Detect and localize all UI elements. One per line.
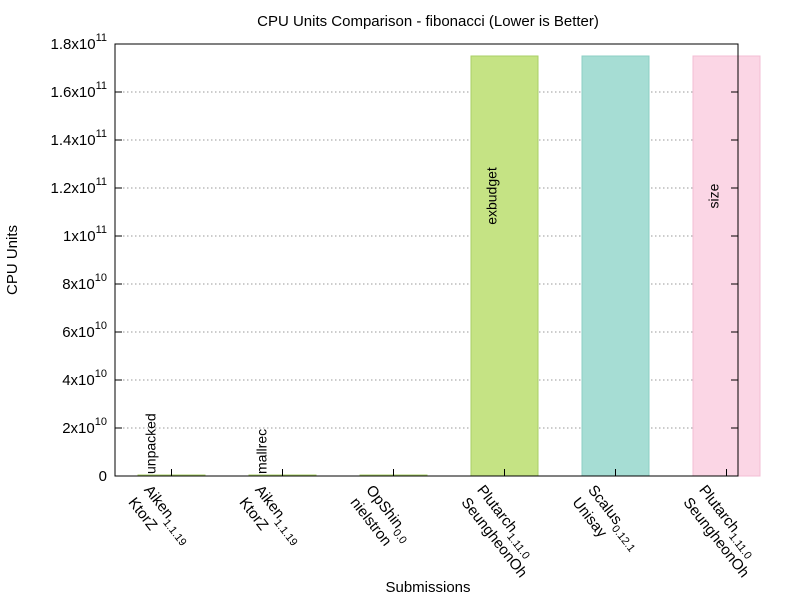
bar [581, 55, 650, 477]
y-tick-label: 4x1010 [62, 368, 107, 389]
bar-label: mallrec [254, 429, 270, 474]
y-axis-label: CPU Units [4, 225, 21, 295]
bar [692, 55, 761, 477]
y-tick-label: 6x1010 [62, 320, 107, 341]
y-tick-label: 2x1010 [62, 416, 107, 437]
bar-label: size [706, 183, 722, 208]
plot-frame [114, 43, 739, 477]
y-tick-label: 0 [99, 468, 107, 485]
y-tick-label: 1.6x1011 [51, 80, 107, 101]
y-axis-ticks: 0 2x1010 4x1010 6x1010 8x1010 1x1011 1.2x1011 1… [51, 32, 738, 485]
x-axis-label: Submissions [385, 579, 470, 596]
y-tick-label: 1.4x1011 [51, 128, 107, 149]
y-tick-label: 1.2x1011 [51, 176, 107, 197]
y-tick-label: 1.8x1011 [51, 32, 107, 53]
bars: unpacked mallrec exbudget size [137, 55, 761, 477]
bar [470, 55, 539, 477]
bar-label: unpacked [143, 413, 159, 474]
y-tick-label: 8x1010 [62, 272, 107, 293]
y-tick-label: 1x1011 [63, 224, 107, 245]
bar-label: exbudget [484, 167, 500, 225]
chart-title: CPU Units Comparison - fibonacci (Lower … [257, 13, 599, 30]
